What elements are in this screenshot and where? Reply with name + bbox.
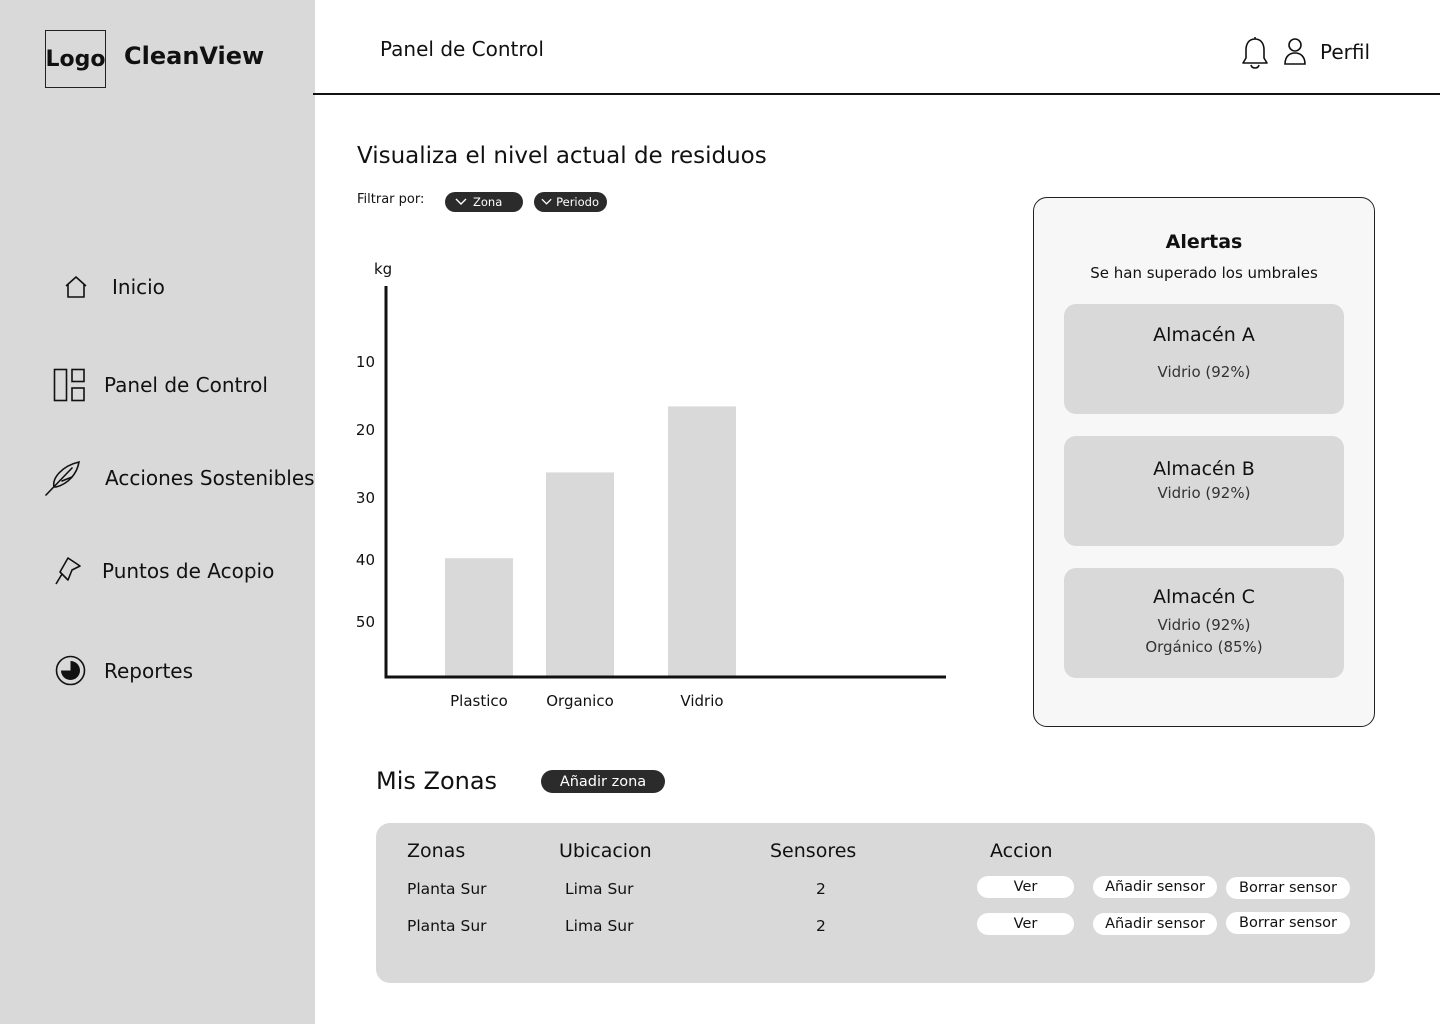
filter-periodo-label: Periodo (556, 195, 599, 209)
bar (546, 472, 614, 677)
add-sensor-button[interactable]: Añadir sensor (1093, 913, 1217, 935)
alert-card[interactable]: Almacén A Vidrio (92%) (1064, 304, 1344, 414)
y-axis-label: kg (374, 260, 392, 278)
alert-detail: Vidrio (92%) (1157, 616, 1251, 634)
dashboard-icon (52, 368, 86, 402)
delete-sensor-button[interactable]: Borrar sensor (1226, 912, 1350, 934)
app-name: CleanView (124, 42, 265, 70)
cell-ubicacion: Lima Sur (565, 917, 634, 935)
alert-name: Almacén B (1153, 458, 1255, 480)
filter-periodo[interactable]: Periodo (534, 192, 607, 212)
x-tick-label: Plastico (450, 692, 508, 710)
sidebar-item-label: Inicio (112, 275, 165, 299)
logo: Logo (45, 30, 106, 88)
sidebar-item-label: Reportes (104, 658, 194, 683)
alert-card[interactable]: Almacén C Vidrio (92%) Orgánico (85%) (1064, 568, 1344, 678)
pie-chart-icon (55, 655, 86, 686)
cell-sensores: 2 (816, 880, 826, 898)
sidebar-item-acciones-sostenibles[interactable]: Acciones Sostenibles (44, 460, 315, 496)
bell-icon[interactable] (1240, 36, 1270, 74)
alerts-subtitle: Se han superado los umbrales (1090, 264, 1318, 282)
y-tick-label: 40 (356, 551, 375, 569)
bar (668, 406, 736, 677)
cell-sensores: 2 (816, 917, 826, 935)
bar (445, 558, 513, 677)
sidebar-item-inicio[interactable]: Inicio (62, 274, 165, 300)
view-button[interactable]: Ver (977, 876, 1074, 898)
sidebar-item-reportes[interactable]: Reportes (55, 655, 193, 686)
chevron-down-icon (541, 198, 552, 205)
alert-name: Almacén A (1153, 324, 1255, 346)
column-header-accion: Accion (990, 840, 1053, 862)
column-header-ubicacion: Ubicacion (559, 840, 652, 862)
page-title: Panel de Control (380, 37, 544, 61)
alert-detail: Vidrio (92%) (1157, 363, 1251, 381)
sidebar-item-label: Panel de Control (104, 373, 268, 397)
cell-zona: Planta Sur (407, 880, 487, 898)
alert-card[interactable]: Almacén B Vidrio (92%) (1064, 436, 1344, 546)
sidebar: Logo CleanView Inicio Panel de Control A… (0, 0, 315, 1024)
x-tick-label: Vidrio (680, 692, 723, 710)
user-icon[interactable] (1282, 36, 1308, 70)
column-header-sensores: Sensores (770, 840, 857, 862)
alerts-panel: Alertas Se han superado los umbrales Alm… (1033, 197, 1375, 727)
sidebar-item-puntos-de-acopio[interactable]: Puntos de Acopio (54, 556, 274, 586)
cell-zona: Planta Sur (407, 917, 487, 935)
header-divider (313, 93, 1440, 95)
zones-table: Zonas Ubicacion Sensores Accion Planta S… (376, 823, 1375, 983)
pin-icon (54, 556, 82, 586)
y-tick-label: 10 (356, 353, 375, 371)
alert-detail: Orgánico (85%) (1145, 638, 1263, 656)
profile-link[interactable]: Perfil (1320, 40, 1371, 64)
filter-zona[interactable]: Zona (445, 192, 523, 212)
y-tick-label: 30 (356, 489, 375, 507)
view-button[interactable]: Ver (977, 913, 1074, 935)
zones-title: Mis Zonas (376, 767, 498, 795)
home-icon (62, 274, 90, 300)
cell-ubicacion: Lima Sur (565, 880, 634, 898)
feather-icon (44, 460, 82, 496)
chevron-down-icon (455, 198, 467, 205)
alerts-title: Alertas (1165, 231, 1243, 253)
delete-sensor-button[interactable]: Borrar sensor (1226, 877, 1350, 899)
add-zone-button[interactable]: Añadir zona (541, 770, 665, 793)
section-title: Visualiza el nivel actual de residuos (357, 143, 767, 169)
filter-label: Filtrar por: (357, 192, 425, 207)
add-sensor-button[interactable]: Añadir sensor (1093, 876, 1217, 898)
column-header-zonas: Zonas (407, 840, 466, 862)
y-tick-label: 50 (356, 613, 375, 631)
alert-detail: Vidrio (92%) (1157, 484, 1251, 502)
sidebar-item-panel-de-control[interactable]: Panel de Control (52, 368, 268, 402)
waste-bar-chart: kg 10 20 30 40 50 Plastico Organico Vidrio (356, 260, 946, 710)
alert-name: Almacén C (1153, 586, 1255, 608)
sidebar-item-label: Acciones Sostenibles (105, 466, 315, 490)
sidebar-item-label: Puntos de Acopio (102, 559, 275, 583)
filter-zona-label: Zona (473, 195, 503, 209)
y-tick-label: 20 (356, 421, 375, 439)
x-tick-label: Organico (546, 692, 614, 710)
